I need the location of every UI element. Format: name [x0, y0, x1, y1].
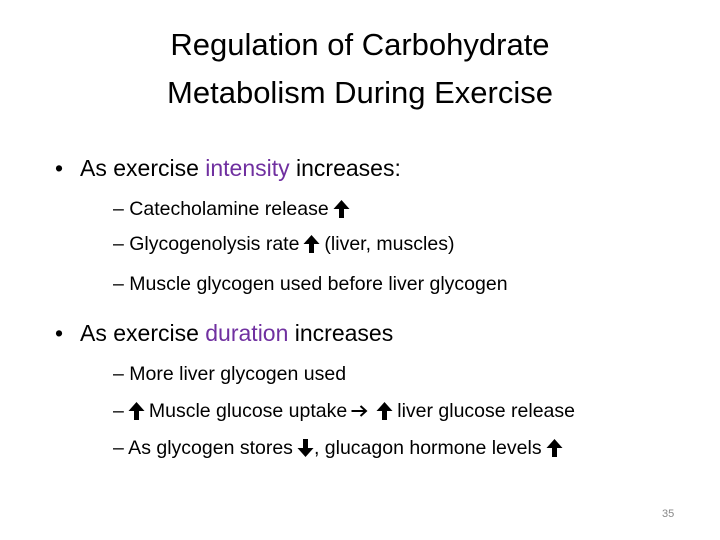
up-arrow [128, 402, 145, 420]
sub-text: , glucagon hormone levels [313, 437, 542, 459]
up-arrow [376, 402, 393, 420]
sub-text: (liver, muscles) [324, 233, 455, 255]
sub-text: – As glycogen stores [113, 437, 293, 459]
title-line: Regulation of Carbohydrate [170, 27, 550, 62]
bullet-text: increases: [296, 155, 401, 181]
up-arrow [333, 200, 350, 218]
sub-text: – [113, 400, 124, 422]
bullet: • As exercise duration increases [55, 320, 394, 346]
sub-bullet: – Glycogenolysis rate (liver, muscles) [113, 233, 454, 256]
sub-text: – Catecholamine release [113, 198, 329, 220]
sub-bullet: – More liver glycogen used [113, 363, 346, 386]
highlight: duration [205, 320, 289, 346]
bullet-text: As exercise [80, 320, 199, 346]
sub-text: – Glycogenolysis rate [113, 233, 300, 255]
bullet-text: As exercise [80, 155, 199, 181]
up-arrow [303, 235, 320, 253]
sub-text: – Muscle glycogen used before liver glyc… [113, 273, 508, 295]
sub-text: liver glucose release [397, 400, 575, 422]
right-arrow [351, 405, 368, 417]
sub-bullet: – Catecholamine release [113, 198, 354, 221]
sub-text: – More liver glycogen used [113, 363, 347, 385]
up-arrow [546, 439, 563, 457]
page-number: 35 [662, 508, 675, 520]
sub-bullet: – Muscle glycogen used before liver glyc… [113, 273, 508, 296]
sub-bullet: – Muscle glucose uptake liver glucose rele… [113, 400, 575, 423]
title-line: Metabolism During Exercise [167, 75, 553, 110]
sub-bullet: – As glycogen stores , glucagon hormone l… [113, 437, 567, 460]
title: Regulation of Carbohydrate Metabolism Du… [0, 25, 720, 113]
highlight: intensity [205, 155, 290, 181]
bullet: • As exercise intensity increases: [55, 155, 401, 181]
sub-text: Muscle glucose uptake [148, 400, 348, 422]
bullet-text: increases [294, 320, 394, 346]
down-arrow [297, 439, 314, 457]
